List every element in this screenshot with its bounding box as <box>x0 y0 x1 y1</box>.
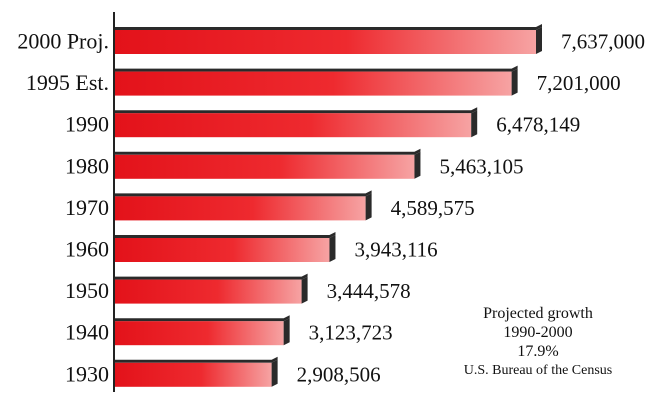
bar-top-face <box>115 315 290 322</box>
bar-top-face <box>115 190 372 197</box>
bar-1980 <box>115 148 421 179</box>
bar-top-face <box>115 65 518 72</box>
value-label: 6,478,149 <box>496 113 580 137</box>
value-label: 4,589,575 <box>391 196 475 220</box>
bar-2000-proj <box>115 24 542 54</box>
value-label: 3,444,578 <box>327 279 411 303</box>
bar-1995-est <box>115 65 518 96</box>
bar-top-face <box>115 356 278 363</box>
bar-1940 <box>115 315 290 346</box>
bar-front-face <box>115 71 512 96</box>
value-label: 3,123,723 <box>309 321 393 345</box>
category-label: 1995 Est. <box>26 70 109 95</box>
bar-front-face <box>115 321 284 346</box>
bar-1930 <box>115 356 278 387</box>
bar-1950 <box>115 273 308 304</box>
value-label: 7,201,000 <box>537 71 621 95</box>
bar-side-face <box>271 359 278 387</box>
bar-side-face <box>301 276 308 304</box>
bar-1960 <box>115 232 336 262</box>
category-label: 1980 <box>65 153 109 178</box>
value-label: 3,943,116 <box>354 238 437 262</box>
bar-side-face <box>365 193 372 221</box>
category-label: 1940 <box>65 320 109 345</box>
category-label: 1990 <box>65 112 109 137</box>
bar-1990 <box>115 107 478 138</box>
annotation-line-3: 17.9% <box>517 343 559 360</box>
category-label: 1970 <box>65 195 109 220</box>
category-label: 1960 <box>65 237 109 262</box>
bar-side-face <box>329 235 336 262</box>
bar-top-face <box>115 148 421 155</box>
bar-side-face <box>471 110 478 138</box>
bar-front-face <box>115 279 302 304</box>
category-label: 2000 Proj. <box>17 29 109 54</box>
bar-top-face <box>115 232 336 238</box>
category-label: 1930 <box>65 361 109 386</box>
bar-side-face <box>414 151 421 179</box>
value-label: 2,908,506 <box>297 362 381 386</box>
bar-front-face <box>115 196 366 221</box>
bar-front-face <box>115 238 330 262</box>
annotation-line-2: 1990-2000 <box>503 324 573 341</box>
bar-top-face <box>115 107 478 114</box>
bar-front-face <box>115 30 536 54</box>
bar-top-face <box>115 273 308 280</box>
growth-annotation: Projected growth 1990-2000 17.9% U.S. Bu… <box>438 304 638 380</box>
bar-front-face <box>115 362 272 387</box>
bar-top-face <box>115 24 542 30</box>
bar-front-face <box>115 113 472 138</box>
bar-side-face <box>283 318 290 346</box>
annotation-line-1: Projected growth <box>483 305 593 322</box>
bar-front-face <box>115 154 415 179</box>
bar-1970 <box>115 190 372 221</box>
bar-side-face <box>511 68 518 96</box>
bar-side-face <box>536 27 542 54</box>
category-label: 1950 <box>65 278 109 303</box>
annotation-source: U.S. Bureau of the Census <box>463 363 613 378</box>
value-label: 7,637,000 <box>561 30 645 54</box>
value-label: 5,463,105 <box>439 154 523 178</box>
